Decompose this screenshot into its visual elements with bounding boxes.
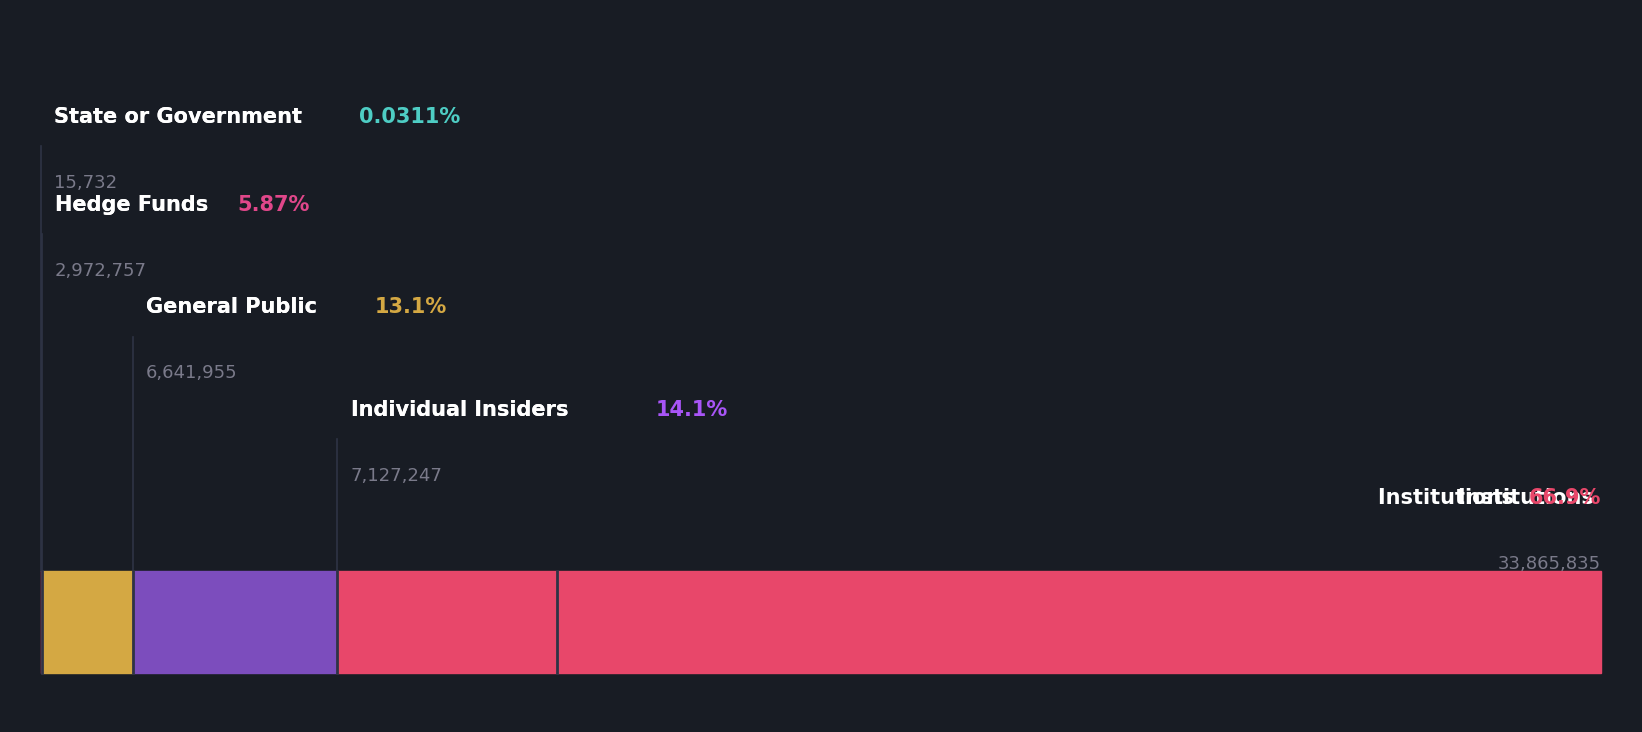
Text: 0.0311%: 0.0311%	[360, 107, 460, 127]
Text: 2,972,757: 2,972,757	[54, 262, 146, 280]
Text: Institutions: Institutions	[1458, 488, 1601, 508]
Text: 7,127,247: 7,127,247	[351, 467, 442, 485]
Text: 6,641,955: 6,641,955	[146, 365, 238, 382]
Bar	[41, 571, 133, 673]
Text: General Public: General Public	[146, 297, 325, 318]
Bar	[133, 571, 338, 673]
Text: General Public: General Public	[146, 297, 325, 318]
Text: Hedge Funds: Hedge Funds	[54, 195, 215, 215]
Bar	[557, 571, 1601, 673]
Text: 5.87%: 5.87%	[238, 195, 310, 215]
Text: Individual Insiders: Individual Insiders	[351, 400, 575, 420]
Text: 13.1%: 13.1%	[374, 297, 447, 318]
Text: 33,865,835: 33,865,835	[1498, 555, 1601, 572]
Text: State or Government: State or Government	[54, 107, 309, 127]
Text: Institutions: Institutions	[1378, 488, 1522, 508]
Text: 66.9%: 66.9%	[1529, 488, 1601, 508]
Text: 15,732: 15,732	[54, 174, 117, 192]
Text: Individual Insiders: Individual Insiders	[351, 400, 575, 420]
Bar	[338, 571, 557, 673]
Text: 14.1%: 14.1%	[655, 400, 727, 420]
Text: State or Government: State or Government	[54, 107, 309, 127]
Text: Hedge Funds: Hedge Funds	[54, 195, 215, 215]
